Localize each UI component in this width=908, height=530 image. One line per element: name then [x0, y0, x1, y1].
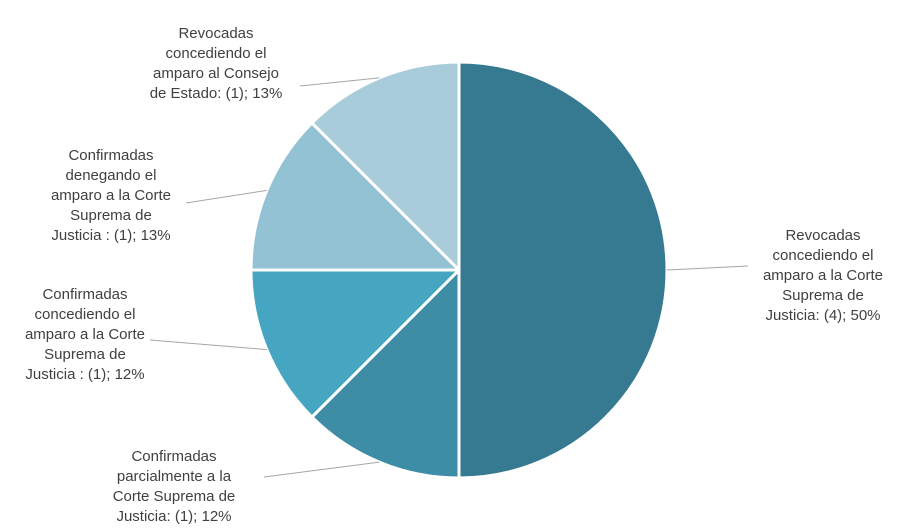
leader-lines — [149, 77, 749, 478]
pie-slice-confirmadas-parcialmente — [310, 268, 461, 480]
pie-slice-confirmadas-denegando — [249, 121, 461, 272]
pie-slice-confirmadas-concediendo — [249, 268, 461, 419]
leader-line-confirmadas-parcialmente — [263, 461, 380, 478]
slice-label-confirmadas-parcialmente: Confirmadas parcialmente a la Corte Supr… — [112, 448, 236, 525]
leader-line-confirmadas-denegando — [185, 189, 267, 204]
slice-label-revocadas-corte-suprema: Revocadas concediendo el amparo a la Cor… — [762, 227, 884, 324]
leader-line-revocadas-consejo-estado — [299, 77, 380, 87]
pie-slice-revocadas-consejo-estado — [310, 60, 461, 272]
slice-label-confirmadas-denegando: Confirmadas denegando el amparo a la Cor… — [50, 147, 172, 244]
slice-label-confirmadas-concediendo: Confirmadas concediendo el amparo a la C… — [24, 286, 146, 383]
leader-line-revocadas-corte-suprema — [666, 265, 749, 271]
pie-slice-revocadas-corte-suprema — [457, 60, 669, 480]
pie-slices — [249, 60, 669, 480]
leader-line-confirmadas-concediendo — [149, 339, 267, 351]
slice-label-revocadas-consejo-estado: Revocadas concediendo el amparo al Conse… — [149, 25, 283, 102]
